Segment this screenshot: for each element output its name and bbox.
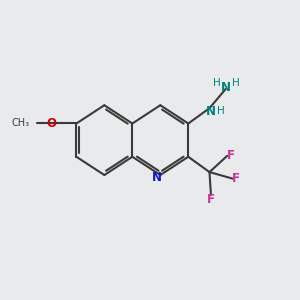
Text: CH₃: CH₃ <box>12 118 30 128</box>
Text: F: F <box>232 172 240 185</box>
Text: F: F <box>207 193 215 206</box>
Text: H: H <box>213 78 221 88</box>
Text: N: N <box>206 105 216 118</box>
Text: F: F <box>227 149 235 162</box>
Text: N: N <box>221 81 231 94</box>
Text: N: N <box>152 171 162 184</box>
Text: H: H <box>217 106 224 116</box>
Text: H: H <box>232 78 240 88</box>
Text: O: O <box>46 117 56 130</box>
